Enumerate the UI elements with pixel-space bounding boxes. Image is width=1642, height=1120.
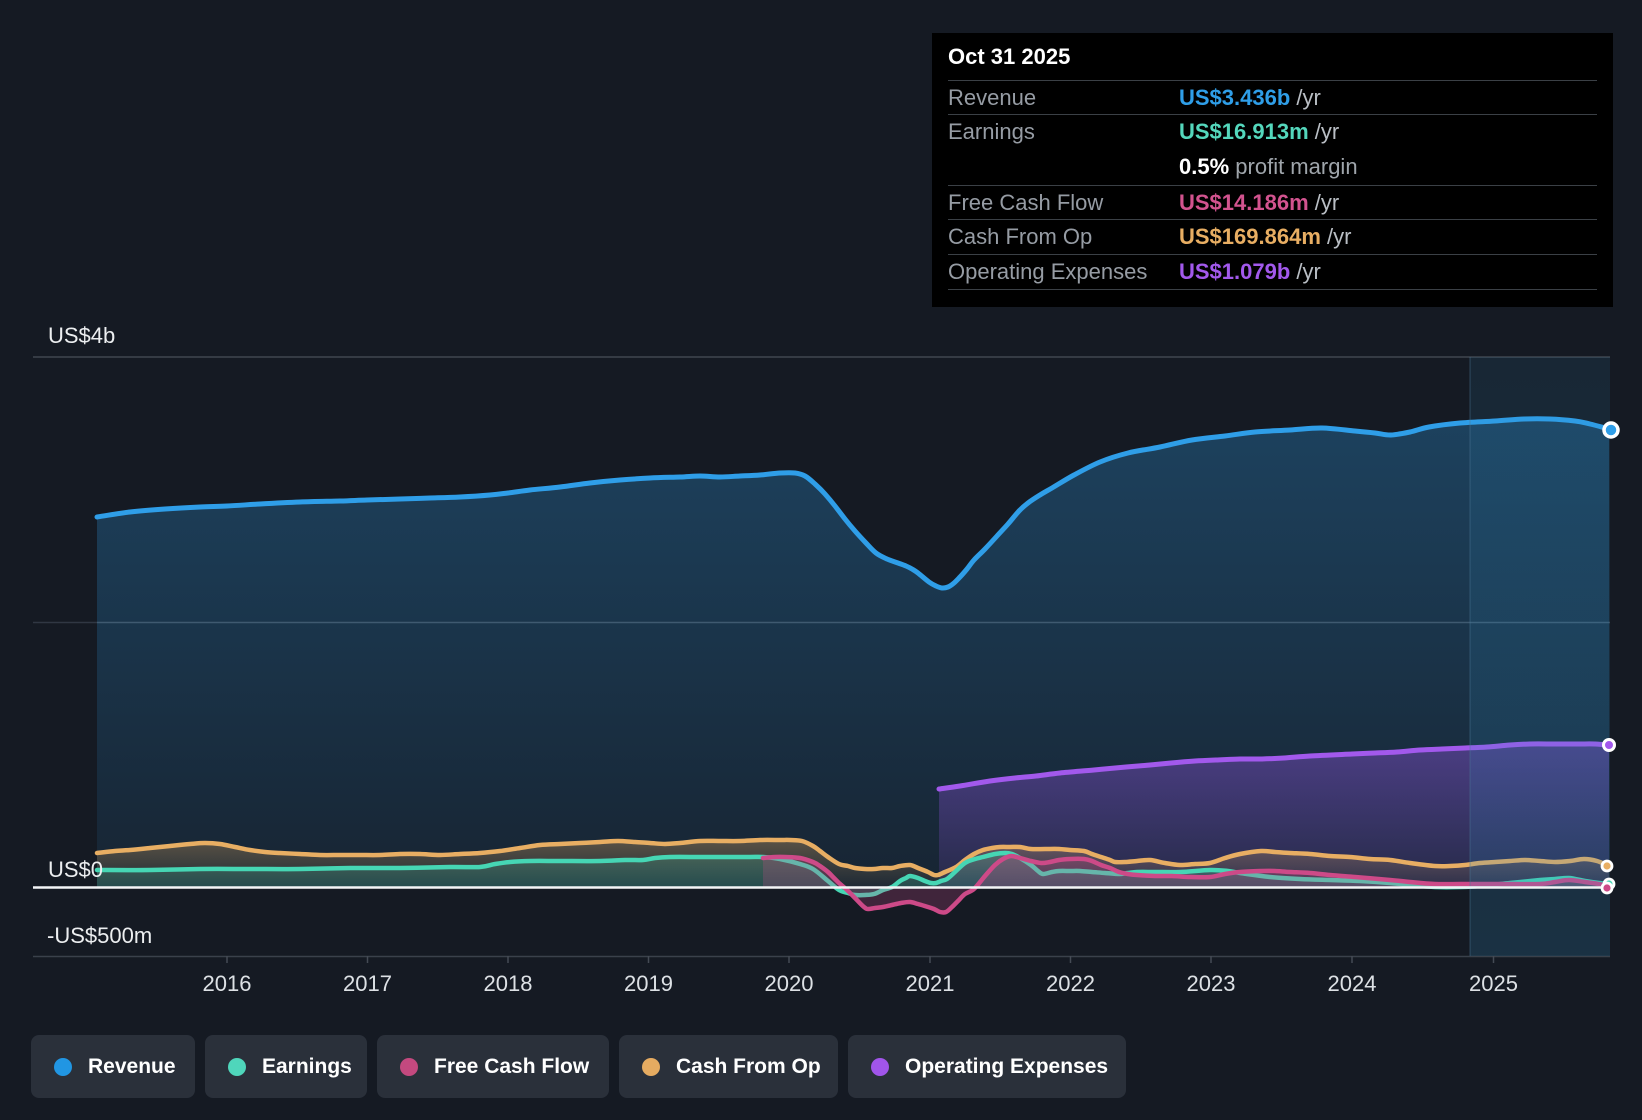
svg-text:2023: 2023 [1187,971,1236,996]
svg-text:2020: 2020 [765,971,814,996]
svg-text:2017: 2017 [343,971,392,996]
svg-text:-US$500m: -US$500m [47,923,152,948]
svg-text:2018: 2018 [484,971,533,996]
svg-text:2024: 2024 [1328,971,1377,996]
svg-text:2021: 2021 [906,971,955,996]
svg-text:US$0: US$0 [48,857,103,882]
svg-text:2025: 2025 [1469,971,1518,996]
svg-text:2022: 2022 [1046,971,1095,996]
svg-text:2016: 2016 [203,971,252,996]
svg-text:US$4b: US$4b [48,323,115,348]
svg-text:2019: 2019 [624,971,673,996]
